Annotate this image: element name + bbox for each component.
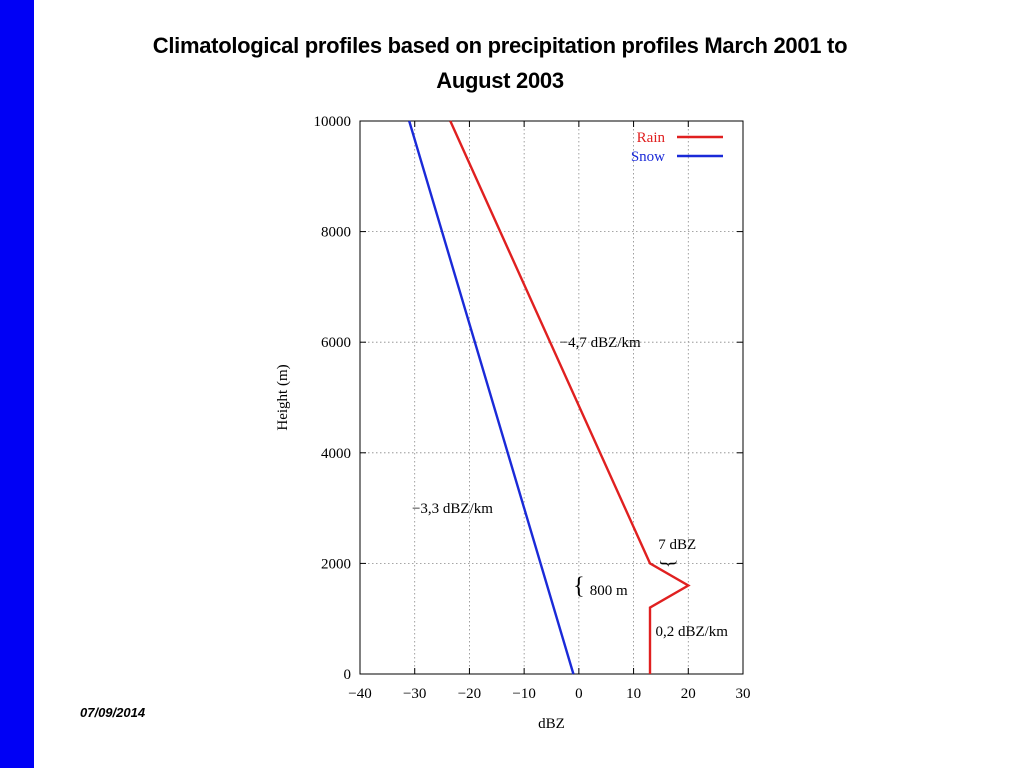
- y-tick-label: 2000: [321, 556, 351, 572]
- slide-title-line-1: Climatological profiles based on precipi…: [152, 33, 848, 58]
- chart-annotations: −4,7 dBZ/km −3,3 dBZ/km 7 dBZ 800 m 0,2 dBZ/…: [412, 335, 728, 640]
- brace-7dbz: {: [657, 559, 679, 569]
- annotation-braces: {{: [573, 559, 679, 600]
- x-tick-label: 20: [681, 686, 696, 702]
- y-tick-label: 8000: [321, 225, 351, 241]
- x-tick-label: 10: [626, 686, 641, 702]
- series-line-rain: [449, 120, 691, 674]
- x-tick-label: −40: [348, 686, 371, 702]
- chart-series: [408, 120, 691, 675]
- y-tick-label: 6000: [321, 335, 351, 351]
- x-tick-label: 30: [736, 686, 751, 702]
- chart-annotation: 0,2 dBZ/km: [655, 624, 728, 640]
- x-axis-label: dBZ: [538, 716, 565, 732]
- chart-annotation: −4,7 dBZ/km: [560, 335, 641, 351]
- x-tick-label: −10: [512, 686, 535, 702]
- y-axis-label: Height (m): [275, 364, 291, 430]
- side-accent-bar: [0, 0, 34, 768]
- brace-800m: {: [573, 574, 585, 600]
- slide-title: Climatological profiles based on precipi…: [70, 28, 930, 98]
- x-tick-label: 0: [575, 686, 583, 702]
- y-tick-label: 10000: [314, 114, 352, 130]
- slide-date: 07/09/2014: [80, 705, 146, 720]
- chart-annotation: −3,3 dBZ/km: [412, 501, 493, 517]
- y-tick-label: 0: [344, 667, 352, 683]
- axis-ticks: −40 −30 −20 −10 0 10 20 30 0 2000 4000 6000 8000 1000…: [314, 114, 751, 702]
- legend-label-snow: Snow: [631, 149, 665, 165]
- series-line-snow: [408, 120, 575, 675]
- chart-legend: Rain Snow: [631, 130, 723, 165]
- legend-label-rain: Rain: [637, 130, 666, 146]
- chart-grid: [360, 121, 743, 674]
- chart-annotation: 800 m: [590, 583, 628, 599]
- chart-annotation: 7 dBZ: [658, 537, 696, 553]
- slide-title-line-2: August 2003: [436, 68, 564, 93]
- x-tick-label: −20: [458, 686, 481, 702]
- plot-frame: [359, 120, 744, 675]
- x-tick-label: −30: [403, 686, 426, 702]
- y-tick-label: 4000: [321, 446, 351, 462]
